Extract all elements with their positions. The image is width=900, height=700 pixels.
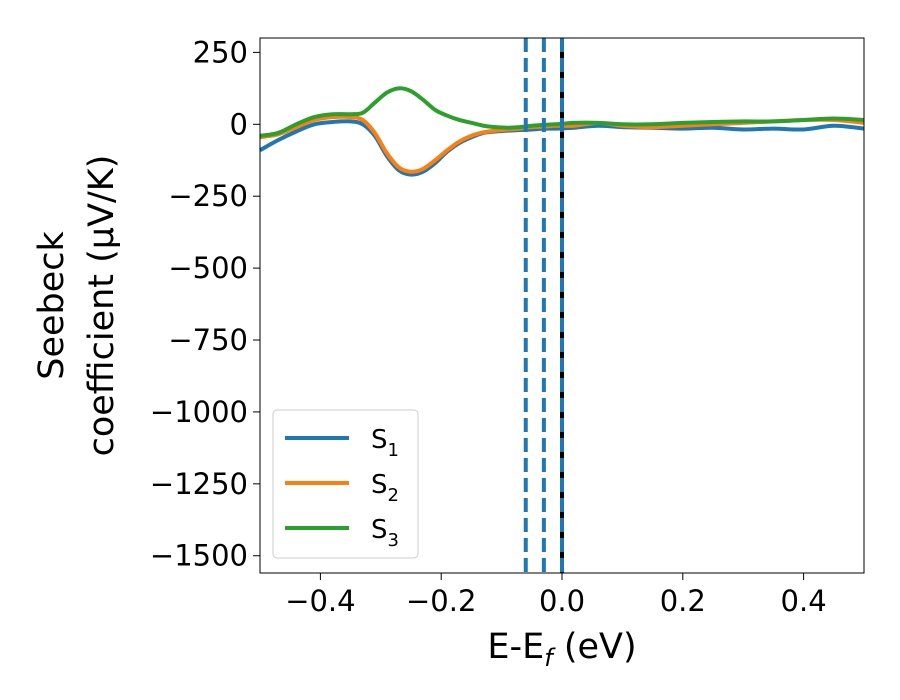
legend-label-s1: S1 — [371, 425, 399, 461]
y-axis-label-line1: Seebeck — [32, 230, 72, 379]
y-tick-label: −250 — [168, 179, 248, 213]
legend-label-s3: S3 — [371, 515, 399, 551]
series-line-s2 — [259, 114, 865, 174]
x-tick-label: −0.2 — [406, 584, 476, 618]
legend-label-sub: 1 — [388, 440, 399, 461]
plot-area — [259, 38, 865, 573]
y-tick-label: 250 — [193, 35, 248, 69]
y-tick-label: −500 — [168, 251, 248, 285]
legend-label-main: S — [371, 470, 388, 500]
axis-ticks: −0.4 −0.2 0.0 0.2 0.4 250 0 −250 −500 −750 −1000 −1… — [150, 35, 827, 618]
y-axis-label-line2: coefficient (μV/K) — [82, 155, 122, 457]
series-line-s3 — [259, 86, 865, 138]
y-tick-label: −750 — [168, 323, 248, 357]
legend-label-s2: S2 — [371, 470, 399, 506]
legend-label-sub: 3 — [388, 530, 399, 551]
x-tick-label: 0.0 — [539, 584, 585, 618]
y-tick-label: −1000 — [150, 395, 248, 429]
y-tick-label: −1250 — [150, 467, 248, 501]
legend-label-main: S — [371, 425, 388, 455]
x-tick-label: 0.4 — [781, 584, 827, 618]
legend-label-sub: 2 — [388, 485, 399, 506]
x-tick-label: −0.4 — [285, 584, 355, 618]
y-tick-label: 0 — [230, 107, 248, 141]
y-tick-label: −1500 — [150, 539, 248, 573]
x-axis-label-main: E-E — [487, 627, 544, 667]
x-axis-label-unit: (eV) — [553, 627, 637, 667]
x-axis-label: E-Ef (eV) — [487, 627, 636, 672]
x-tick-label: 0.2 — [660, 584, 706, 618]
legend-label-main: S — [371, 515, 388, 545]
